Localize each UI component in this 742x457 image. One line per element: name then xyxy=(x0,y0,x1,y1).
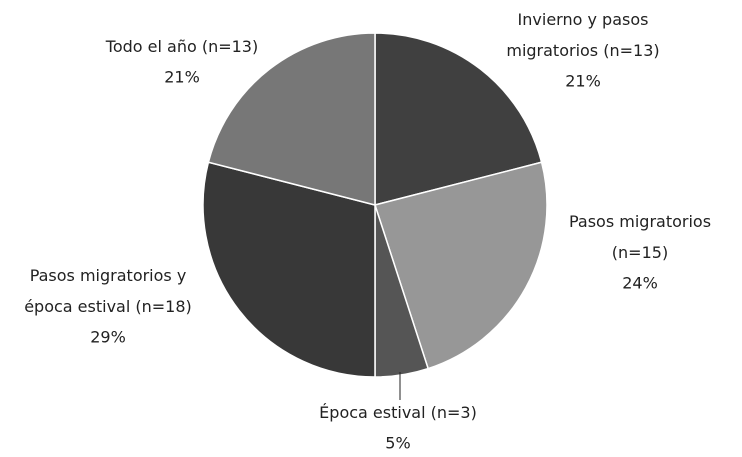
slice-percent: 5% xyxy=(385,434,410,453)
pie-slice xyxy=(202,161,376,378)
pie-slice xyxy=(207,32,376,206)
slice-label: Época estival (n=3) xyxy=(319,403,477,422)
slice-percent: 29% xyxy=(90,328,126,347)
slice-label: Todo el año (n=13) xyxy=(105,37,258,56)
slice-label: Pasos migratorios y época estival (n=18) xyxy=(24,266,192,316)
slice-percent: 24% xyxy=(622,274,658,293)
pie-slice xyxy=(374,32,543,206)
slice-label: Pasos migratorios (n=15) xyxy=(569,212,711,262)
slice-percent: 21% xyxy=(565,72,601,91)
slice-label: Invierno y pasos migratorios (n=13) xyxy=(506,10,659,60)
slice-percent: 21% xyxy=(164,68,200,87)
pie-slice xyxy=(374,161,548,370)
